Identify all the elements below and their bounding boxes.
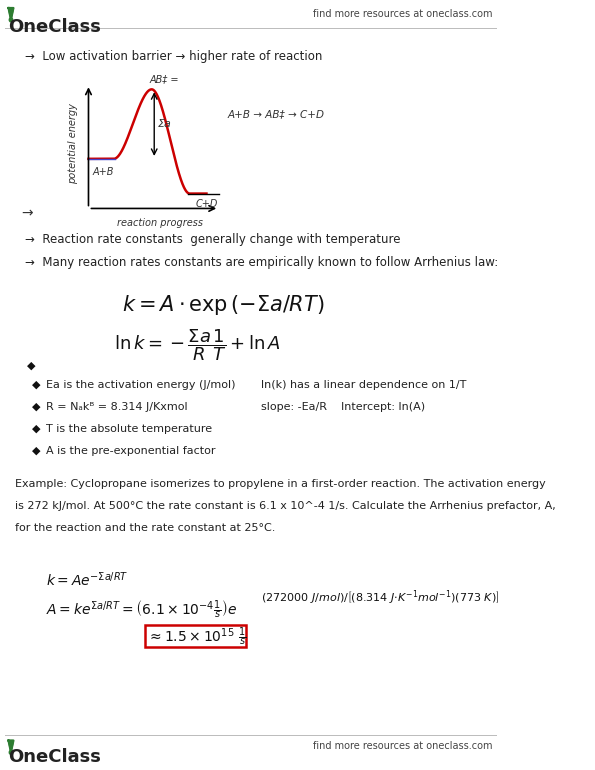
Text: C+D: C+D [196, 199, 218, 209]
Bar [145, 625, 246, 648]
Text: $\approx 1.5\times10^{15}\ \frac{1}{s}$: $\approx 1.5\times10^{15}\ \frac{1}{s}$ [148, 625, 247, 648]
Text: reaction progress: reaction progress [117, 219, 203, 229]
Text: A+B → AB‡ → C+D: A+B → AB‡ → C+D [227, 109, 324, 119]
Text: Example: Cyclopropane isomerizes to propylene in a first-order reaction. The act: Example: Cyclopropane isomerizes to prop… [15, 480, 546, 490]
Text: Ea is the activation energy (J/mol): Ea is the activation energy (J/mol) [46, 380, 236, 390]
Text: →: → [21, 206, 33, 220]
Text: A is the pre-exponential factor: A is the pre-exponential factor [46, 446, 216, 456]
Text: →  Reaction rate constants  generally change with temperature: → Reaction rate constants generally chan… [25, 233, 401, 246]
Text: slope: -Ea/R    Intercept: ln(A): slope: -Ea/R Intercept: ln(A) [261, 402, 425, 412]
Circle shape [10, 18, 12, 22]
Text: OneClass: OneClass [8, 18, 101, 36]
Text: ◆: ◆ [32, 402, 40, 412]
Text: AB‡ =: AB‡ = [149, 75, 178, 85]
Text: ◆: ◆ [32, 446, 40, 456]
Text: is 272 kJ/mol. At 500°C the rate constant is 6.1 x 10^-4 1/s. Calculate the Arrh: is 272 kJ/mol. At 500°C the rate constan… [15, 501, 556, 511]
Text: $A = ke^{\Sigma a/RT} = \left(6.1\times10^{-4}\frac{1}{s}\right)e$: $A = ke^{\Sigma a/RT} = \left(6.1\times1… [46, 598, 238, 621]
Text: $(272000\ J/mol)/\left[(8.314\ J{\cdot}K^{-1}mol^{-1})(773\ K)\right]$: $(272000\ J/mol)/\left[(8.314\ J{\cdot}K… [261, 588, 500, 607]
Text: ln(k) has a linear dependence on 1/T: ln(k) has a linear dependence on 1/T [261, 380, 466, 390]
Text: ◆: ◆ [32, 380, 40, 390]
Text: ◆: ◆ [32, 424, 40, 434]
Text: OneClass: OneClass [8, 748, 101, 766]
Text: →  Many reaction rates constants are empirically known to follow Arrhenius law:: → Many reaction rates constants are empi… [25, 256, 499, 269]
Circle shape [10, 751, 12, 755]
Text: A+B: A+B [93, 167, 114, 177]
Polygon shape [8, 8, 14, 20]
Text: find more resources at oneclass.com: find more resources at oneclass.com [314, 742, 493, 752]
Text: $k= A \cdot \exp\left(-\Sigma a/RT\right)$: $k= A \cdot \exp\left(-\Sigma a/RT\right… [122, 293, 325, 316]
Text: for the reaction and the rate constant at 25°C.: for the reaction and the rate constant a… [15, 523, 275, 533]
Text: Σa: Σa [158, 119, 171, 129]
Text: R = Nₐkᴮ = 8.314 J/Kxmol: R = Nₐkᴮ = 8.314 J/Kxmol [46, 402, 188, 412]
Text: find more resources at oneclass.com: find more resources at oneclass.com [314, 9, 493, 19]
Text: $k = Ae^{-\Sigma a/RT}$: $k = Ae^{-\Sigma a/RT}$ [46, 571, 129, 589]
Text: →  Low activation barrier → higher rate of reaction: → Low activation barrier → higher rate o… [25, 49, 322, 62]
Text: $\ln k = -\dfrac{\Sigma a}{R}\dfrac{1}{T} + \ln A$: $\ln k = -\dfrac{\Sigma a}{R}\dfrac{1}{T… [114, 327, 281, 363]
Text: T is the absolute temperature: T is the absolute temperature [46, 424, 212, 434]
Text: ◆: ◆ [27, 360, 36, 370]
Text: potential energy: potential energy [68, 103, 79, 184]
Polygon shape [8, 741, 14, 752]
